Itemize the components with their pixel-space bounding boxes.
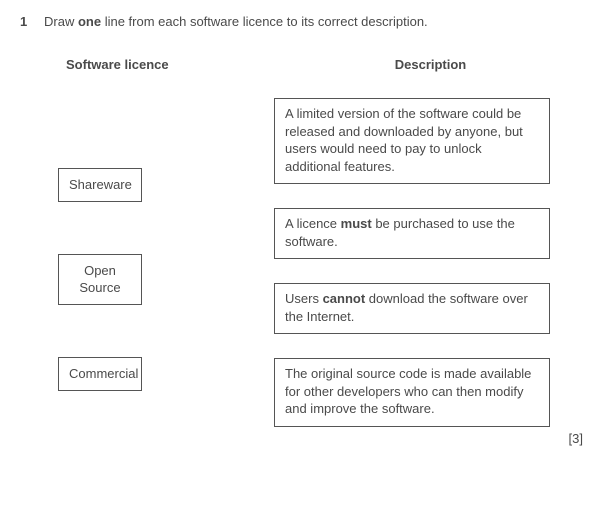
question-number: 1 (20, 14, 44, 29)
licence-label: Shareware (69, 177, 132, 192)
description-column: Description A limited version of the sof… (274, 57, 587, 446)
spacer (44, 202, 274, 254)
description-box-2: A licence must be purchased to use the s… (274, 208, 550, 259)
licence-box-open-source: OpenSource (58, 254, 142, 305)
desc-text-bold: must (341, 216, 372, 231)
desc-text-pre: Users (285, 291, 323, 306)
match-columns: Software licence Shareware OpenSource Co… (44, 57, 587, 446)
desc-text-pre: The original source code is made availab… (285, 366, 531, 416)
description-box-4: The original source code is made availab… (274, 358, 550, 427)
spacer (274, 259, 587, 283)
question-text-post: line from each software licence to its c… (101, 14, 428, 29)
description-header: Description (274, 57, 587, 72)
spacer (44, 305, 274, 357)
description-box-1: A limited version of the software could … (274, 98, 550, 184)
desc-text-bold: cannot (323, 291, 366, 306)
licence-label: OpenSource (79, 263, 120, 294)
question-text: Draw one line from each software licence… (44, 14, 587, 29)
exam-question-page: 1 Draw one line from each software licen… (0, 0, 607, 456)
desc-text-pre: A licence (285, 216, 341, 231)
licence-box-commercial: Commercial (58, 357, 142, 391)
licence-label: Commercial (69, 366, 138, 381)
spacer (274, 334, 587, 358)
description-box-3: Users cannot download the software over … (274, 283, 550, 334)
licence-column: Software licence Shareware OpenSource Co… (44, 57, 274, 391)
desc-text-pre: A limited version of the software could … (285, 106, 523, 174)
marks-label: [3] (274, 431, 587, 446)
licence-box-shareware: Shareware (58, 168, 142, 202)
spacer (44, 98, 274, 168)
spacer (274, 184, 587, 208)
question-row: 1 Draw one line from each software licen… (20, 14, 587, 29)
licence-header: Software licence (44, 57, 274, 72)
question-text-bold: one (78, 14, 101, 29)
question-text-pre: Draw (44, 14, 78, 29)
